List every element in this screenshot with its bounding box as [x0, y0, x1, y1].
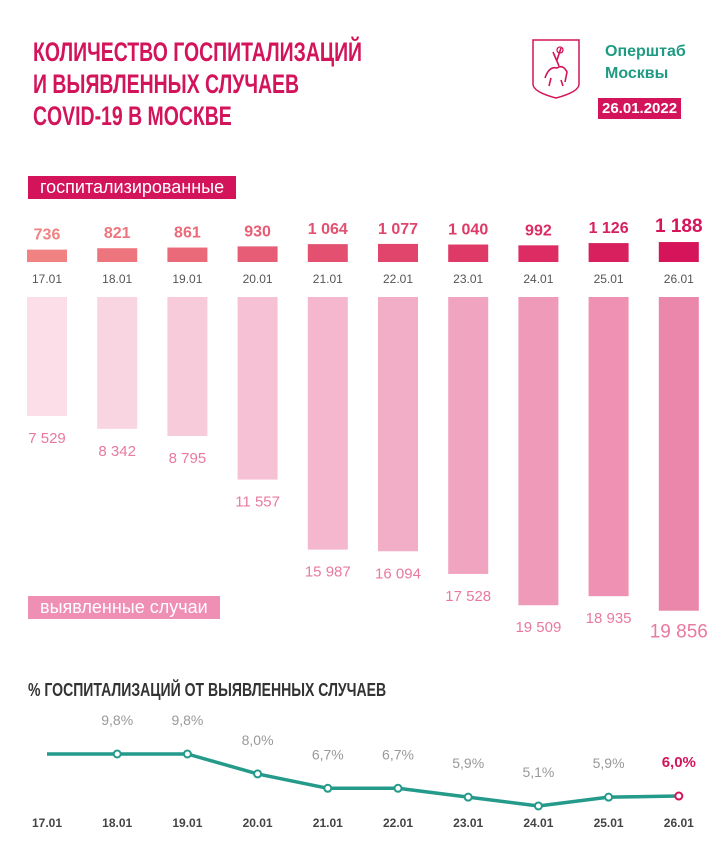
hospitalized-label: госпитализированные	[28, 176, 237, 199]
hospitalized-bar	[237, 246, 278, 262]
percent-label: 5,1%	[522, 764, 554, 780]
hospitalized-value: 1 064	[308, 221, 348, 238]
date-label: 19.01	[172, 272, 202, 286]
cases-value: 8 342	[98, 443, 136, 460]
date-label: 18.01	[102, 816, 132, 830]
org-line: Оперштаб	[605, 43, 686, 60]
cases-value: 11 557	[235, 494, 280, 511]
hospitalized-bar	[518, 245, 559, 262]
page-title: КОЛИЧЕСТВО ГОСПИТАЛИЗАЦИЙ И ВЫЯВЛЕННЫХ С…	[33, 36, 436, 132]
date-label: 17.01	[32, 816, 62, 830]
cases-bar	[448, 297, 489, 574]
cases-bar	[658, 297, 699, 611]
percent-label: 5,9%	[452, 755, 484, 771]
cases-value: 17 528	[445, 588, 491, 605]
date-label: 20.01	[243, 816, 273, 830]
org-name: Оперштаб Москвы	[605, 41, 686, 85]
date-label: 23.01	[453, 272, 483, 286]
hospitalized-bar	[97, 248, 138, 262]
date-label: 26.01	[664, 272, 694, 286]
cases-bar	[518, 297, 559, 606]
percent-point	[112, 749, 122, 759]
date-label: 19.01	[172, 816, 202, 830]
date-label: 24.01	[523, 272, 553, 286]
percent-point	[253, 769, 263, 779]
date-label: 21.01	[313, 816, 343, 830]
hospitalized-bar	[588, 243, 629, 262]
percent-label: 6,7%	[382, 746, 414, 762]
date-label: 24.01	[523, 816, 553, 830]
date-label: 22.01	[383, 272, 413, 286]
percent-point	[182, 749, 192, 759]
cases-bar	[97, 297, 138, 429]
moscow-coat-of-arms-icon	[532, 39, 580, 99]
cases-bar	[237, 297, 278, 480]
date-label: 26.01	[664, 816, 694, 830]
date-label: 20.01	[243, 272, 273, 286]
date-label: 21.01	[313, 272, 343, 286]
hospitalized-value: 736	[34, 227, 61, 244]
hospitalized-value: 1 040	[448, 222, 488, 239]
hospitalized-value: 1 188	[655, 216, 703, 237]
hospitalized-value: 861	[174, 225, 201, 242]
hospitalized-value: 1 126	[589, 220, 629, 237]
title-line: КОЛИЧЕСТВО ГОСПИТАЛИЗАЦИЙ	[33, 37, 363, 67]
cases-label: выявленные случаи	[28, 596, 220, 619]
date-label: 23.01	[453, 816, 483, 830]
date-label: 22.01	[383, 816, 413, 830]
cases-value: 15 987	[305, 564, 351, 581]
cases-bar	[378, 297, 418, 552]
percent-label: 9,8%	[101, 712, 133, 728]
hospitalized-bar	[167, 247, 208, 262]
cases-value: 19 856	[650, 622, 708, 643]
cases-bar	[307, 297, 348, 550]
date-badge: 26.01.2022	[598, 98, 682, 119]
cases-value: 19 509	[515, 619, 561, 636]
hospitalized-value: 930	[244, 223, 271, 240]
percent-line	[47, 752, 679, 808]
percent-point	[463, 792, 473, 802]
line-chart-title: % ГОСПИТАЛИЗАЦИЙ ОТ ВЫЯВЛЕННЫХ СЛУЧАЕВ	[28, 680, 387, 700]
hospitalized-bar	[448, 244, 489, 262]
hospitalized-value: 821	[104, 225, 131, 242]
date-label: 25.01	[594, 272, 624, 286]
org-line: Москвы	[605, 65, 669, 82]
date-label: 18.01	[102, 272, 132, 286]
cases-value: 16 094	[375, 565, 421, 582]
hospitalized-bar	[307, 244, 348, 262]
cases-value: 8 795	[169, 450, 207, 467]
percent-point	[533, 801, 543, 811]
hospitalized-value: 1 077	[378, 221, 418, 238]
hospitalized-bar	[378, 243, 418, 262]
date-label: 17.01	[32, 272, 62, 286]
cases-value: 7 529	[28, 430, 66, 447]
percent-point	[674, 791, 684, 801]
title-line: И ВЫЯВЛЕННЫХ СЛУЧАЕВ	[33, 69, 300, 99]
percent-label: 6,0%	[662, 754, 696, 771]
hospitalized-value: 992	[525, 222, 552, 239]
percent-label: 5,9%	[593, 755, 625, 771]
cases-bar	[588, 297, 629, 597]
percent-label: 6,7%	[312, 746, 344, 762]
title-line: COVID-19 В МОСКВЕ	[33, 101, 232, 131]
date-label: 25.01	[594, 816, 624, 830]
percent-label: 8,0%	[242, 732, 274, 748]
cases-bar	[27, 297, 67, 416]
percent-point	[393, 783, 403, 793]
percent-point	[604, 792, 614, 802]
percent-label: 9,8%	[171, 712, 203, 728]
hospitalized-bar	[658, 242, 699, 262]
percent-point	[323, 783, 333, 793]
cases-bar	[167, 297, 208, 436]
cases-value: 18 935	[586, 610, 632, 627]
hospitalized-bar	[27, 249, 67, 262]
